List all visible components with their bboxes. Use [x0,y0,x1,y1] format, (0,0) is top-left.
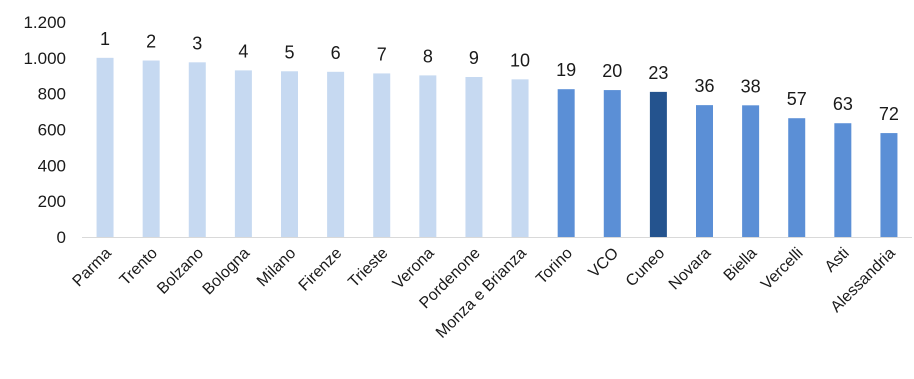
bar-parma [96,57,114,238]
y-tick-label: 800 [38,85,66,104]
bar-pordenone [465,77,483,237]
category-label: Asti [822,245,853,276]
bar-vercelli [788,118,806,237]
data-label: 7 [377,44,387,64]
data-label: 38 [741,76,761,96]
category-label: Monza e Brianza [433,245,530,342]
bar-vco [603,90,621,237]
data-label: 10 [510,50,530,70]
bar-novara [696,105,713,237]
category-label: Trento [117,245,161,289]
bar-alessandria [880,133,898,237]
bar-asti [834,123,852,237]
data-label: 57 [787,89,807,109]
bar-bolzano [188,62,206,237]
bar-trieste [373,73,391,237]
data-label: 2 [146,32,156,52]
y-tick-label: 1.200 [23,13,66,32]
bar-monza-e-brianza [511,79,529,237]
bar-biella [742,105,760,237]
data-label: 3 [192,33,202,53]
bar-verona [419,75,437,238]
data-label: 1 [100,29,110,49]
y-tick-label: 0 [57,228,66,247]
data-label: 8 [423,46,433,66]
bar-milano [281,71,298,237]
data-label: 4 [238,41,248,61]
y-tick-label: 600 [38,121,66,140]
bar-trento [142,60,160,238]
y-tick-label: 400 [38,156,66,175]
data-label: 5 [284,42,294,62]
data-label: 36 [694,76,714,96]
data-label: 20 [602,61,622,81]
category-label: Firenze [296,245,346,295]
category-label: Trieste [345,245,391,291]
data-label: 63 [833,94,853,114]
category-label: Vercelli [758,245,806,293]
y-tick-label: 1.000 [23,49,66,68]
bar-cuneo [649,91,667,237]
data-label: 6 [331,43,341,63]
bar-firenze [327,71,345,237]
category-label: Milano [254,245,299,290]
category-label: Torino [533,245,576,288]
category-label: Bolzano [154,245,207,298]
category-label: VCO [586,245,623,282]
data-label: 19 [556,60,576,80]
data-label: 9 [469,48,479,68]
y-tick-label: 200 [38,192,66,211]
category-label: Bologna [200,245,254,299]
bar-torino [557,89,575,237]
data-label: 23 [648,63,668,83]
category-label: Cuneo [623,245,668,290]
category-label: Biella [721,245,761,285]
category-label: Novara [666,245,715,294]
bar-bologna [234,70,252,237]
category-label: Parma [70,245,115,290]
data-label: 72 [879,104,899,124]
